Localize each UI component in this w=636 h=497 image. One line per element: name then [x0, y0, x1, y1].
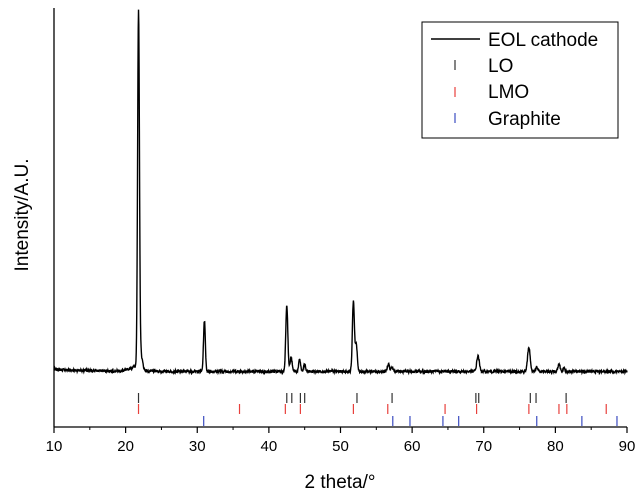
plot-area	[53, 9, 628, 376]
x-tick-label-70: 70	[475, 438, 492, 455]
legend-label-lmo: LMO	[488, 82, 529, 103]
legend-label-lo: LO	[488, 56, 513, 77]
axes: 10 20 30 40 50 60 70 80 90	[46, 8, 636, 455]
x-tick-label-30: 30	[189, 438, 206, 455]
reference-markers	[137, 393, 618, 426]
x-tick-label-90: 90	[619, 438, 636, 455]
x-axis-title: 2 theta/°	[305, 472, 376, 493]
legend-label-eol-cathode: EOL cathode	[488, 30, 598, 51]
x-tick-label-50: 50	[332, 438, 349, 455]
legend-label-graphite: Graphite	[488, 109, 561, 130]
x-tick-label-60: 60	[404, 438, 421, 455]
x-tick-label-80: 80	[547, 438, 564, 455]
legend: EOL cathode LO LMO Graphite	[421, 21, 619, 139]
x-tick-label-20: 20	[117, 438, 134, 455]
y-axis-title: Intensity/A.U.	[12, 159, 33, 272]
series-eol-cathode-line	[53, 9, 628, 376]
x-tick-label-10: 10	[46, 438, 63, 455]
x-tick-label-40: 40	[261, 438, 278, 455]
